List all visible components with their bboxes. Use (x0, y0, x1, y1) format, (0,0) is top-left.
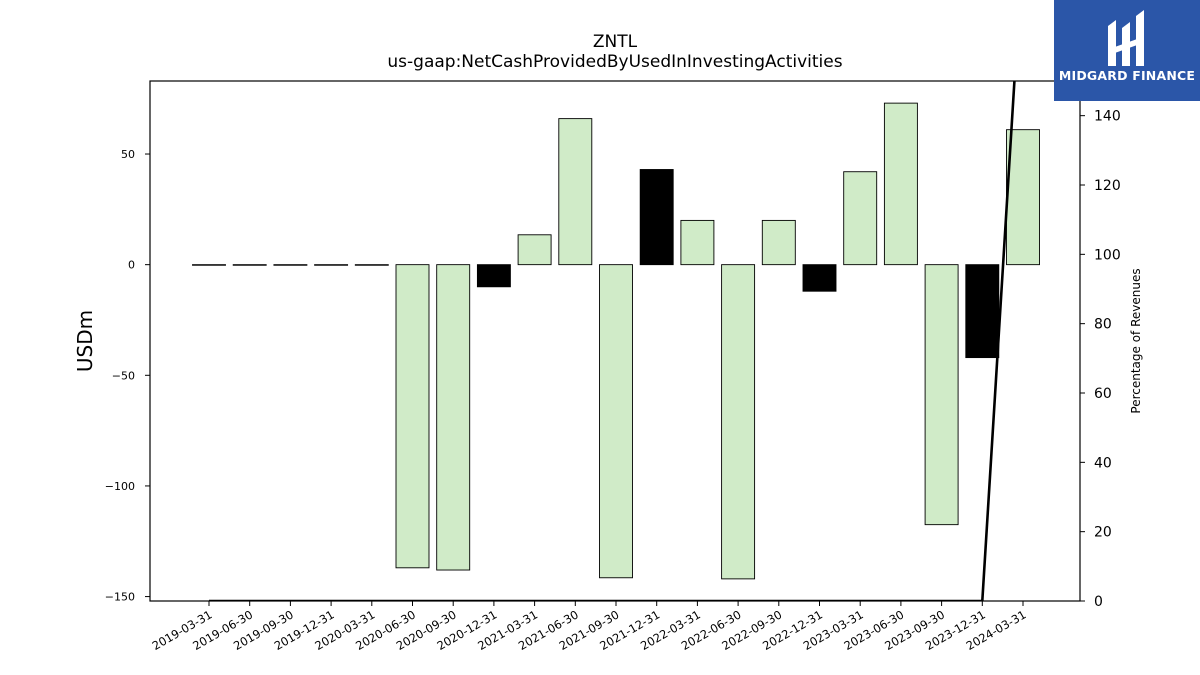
y2-tick-label: 0 (1094, 594, 1103, 610)
bar-2021-03-31 (517, 234, 552, 266)
bar-2019-09-30 (273, 264, 308, 266)
bar-2019-12-31 (314, 264, 349, 266)
bar-2023-06-30 (883, 102, 918, 266)
bar-2020-12-31 (476, 264, 511, 288)
y2-tick-label: 80 (1094, 317, 1112, 333)
chart-subtitle: us-gaap:NetCashProvidedByUsedInInvesting… (387, 52, 843, 72)
brand-logo: MIDGARD FINANCE (1054, 0, 1200, 101)
bar-2020-03-31 (354, 264, 389, 266)
y2-axis-label: Percentage of Revenues (1129, 268, 1143, 413)
bar-2022-06-30 (721, 264, 756, 580)
y2-tick-label: 140 (1094, 109, 1121, 125)
y-tick-label: −50 (112, 369, 135, 382)
bar-2020-09-30 (436, 264, 471, 571)
bar-2023-03-31 (843, 171, 878, 266)
chart-title: ZNTL (592, 32, 638, 52)
bars-group (192, 102, 1040, 580)
y2-tick-label: 20 (1094, 525, 1112, 541)
y-axis-right: 0 20 40 60 80 100 120 140 (1080, 109, 1121, 610)
bar-2023-09-30 (924, 264, 959, 526)
y-tick-label: 50 (121, 148, 135, 161)
bar-2022-12-31 (802, 264, 837, 292)
bar-2019-06-30 (232, 264, 267, 266)
logo-text: MIDGARD FINANCE (1058, 68, 1196, 83)
y-tick-label: 0 (128, 259, 135, 272)
y-axis-label: USDm (73, 310, 97, 372)
bar-2024-03-31 (1006, 129, 1040, 266)
bar-2021-09-30 (599, 264, 633, 579)
bar-2020-06-30 (395, 264, 430, 569)
y2-tick-label: 60 (1094, 386, 1112, 402)
bar-2023-12-31 (965, 264, 1000, 359)
y2-tick-label: 100 (1094, 247, 1121, 263)
y-tick-label: −150 (105, 591, 135, 604)
bar-2019-03-31 (192, 264, 226, 266)
bar-2022-03-31 (680, 219, 715, 266)
y2-tick-label: 40 (1094, 455, 1112, 471)
bar-2021-12-31 (639, 169, 674, 266)
y-axis-left: −150 −100 −50 0 50 (105, 148, 150, 604)
y2-tick-label: 120 (1094, 178, 1121, 194)
bar-2021-06-30 (558, 118, 593, 266)
y-tick-label: −100 (105, 480, 135, 493)
x-axis: 2019-03-312019-06-302019-09-302019-12-31… (150, 601, 1029, 653)
logo-mark-icon (1108, 10, 1144, 66)
bar-2022-09-30 (761, 219, 796, 266)
plot-frame (149, 80, 1081, 602)
